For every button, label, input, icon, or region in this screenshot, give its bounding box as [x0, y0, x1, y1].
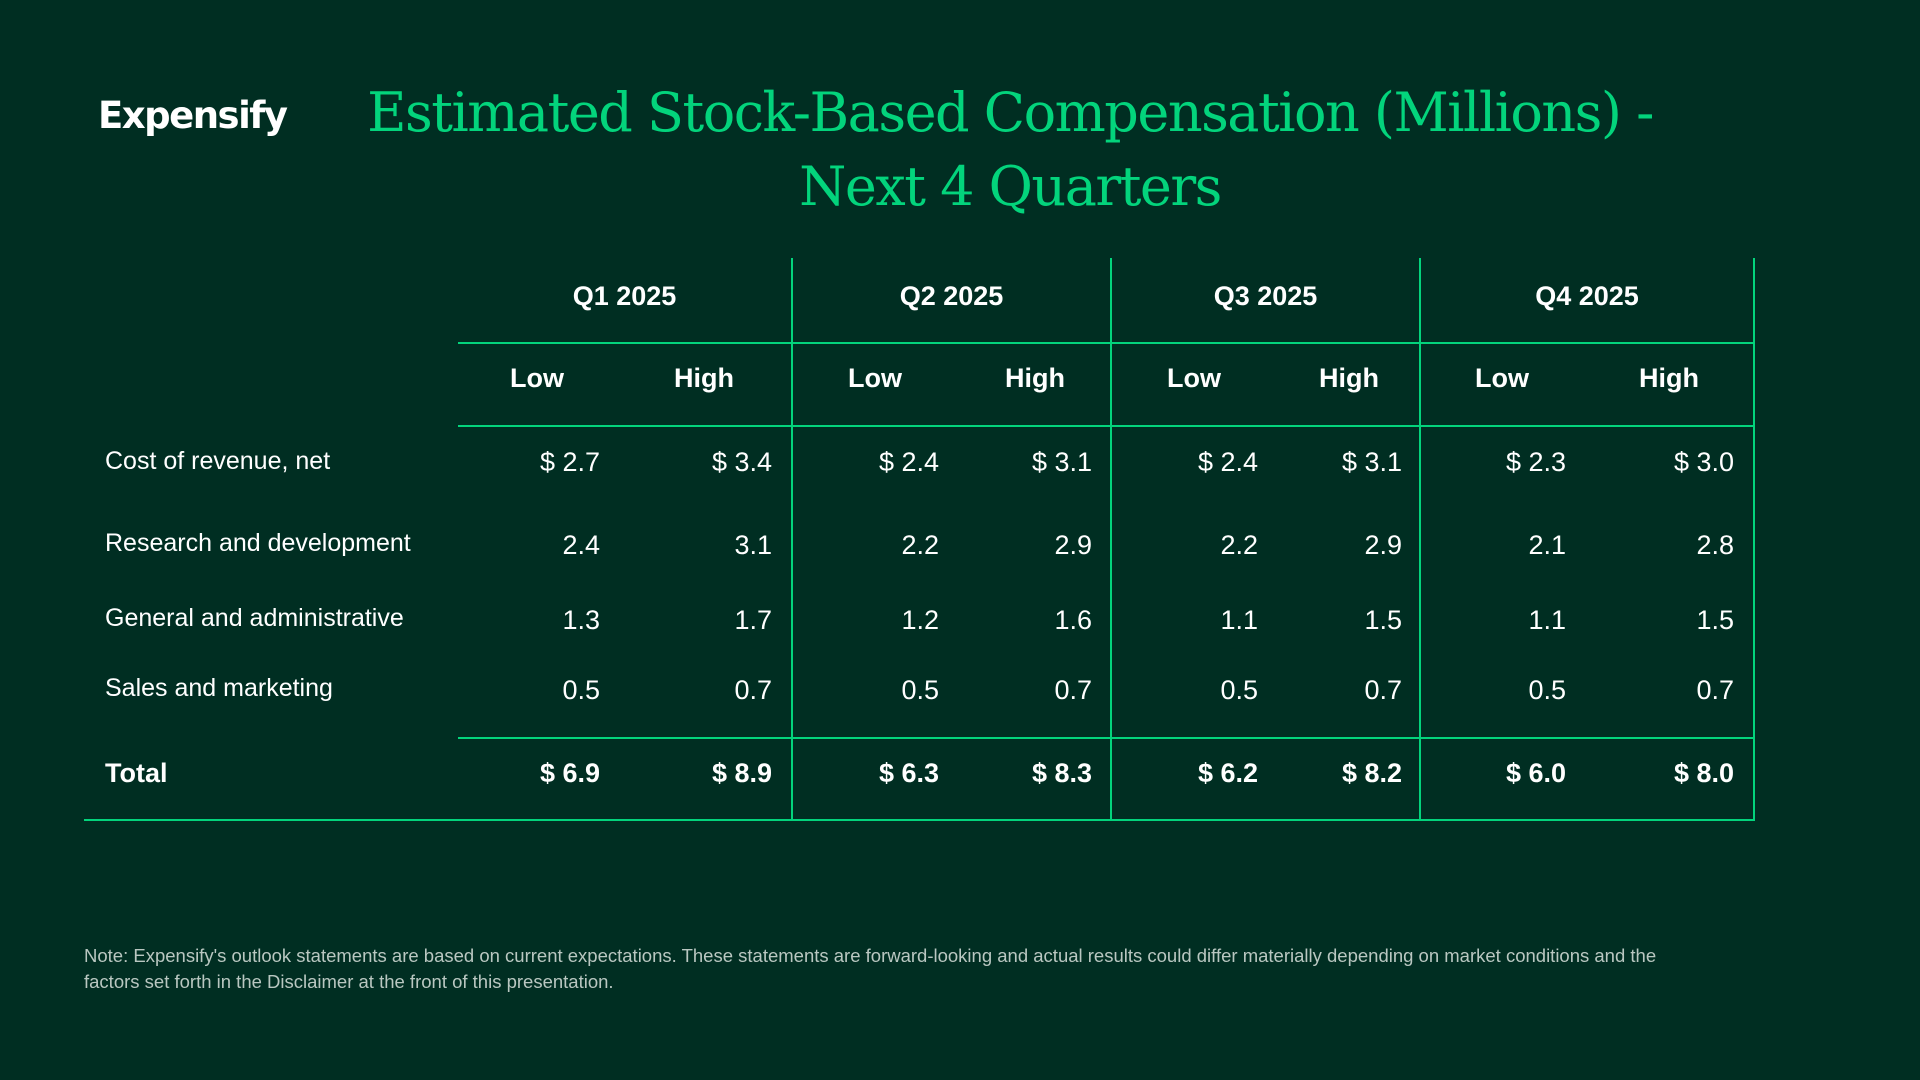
- grid-line-q2-q3: [1110, 258, 1112, 821]
- table-cell: 0.5: [1528, 675, 1566, 705]
- table-cell: 2.9: [1054, 530, 1092, 560]
- subheader-q1-low: Low: [510, 363, 564, 393]
- row-label-sales-and-marketing: Sales and marketing: [105, 674, 333, 702]
- table-cell: 2.2: [901, 530, 939, 560]
- total-cell: $ 6.0: [1505, 758, 1566, 788]
- subheader-q2-low: Low: [848, 363, 902, 393]
- total-cell: $ 6.3: [878, 758, 939, 788]
- page-title: Estimated Stock-Based Compensation (Mill…: [300, 76, 1720, 224]
- quarter-header-q2: Q2 2025: [899, 281, 1004, 311]
- row-label-total: Total: [105, 758, 168, 788]
- table-cell: 1.7: [734, 605, 772, 635]
- table-cell: 0.7: [1054, 675, 1092, 705]
- table-cell: 0.5: [562, 675, 600, 705]
- subheader-q4-high: High: [1639, 363, 1699, 393]
- table-cell: $ 2.3: [1505, 447, 1566, 477]
- total-cell: $ 8.0: [1673, 758, 1734, 788]
- table-cell: 1.5: [1364, 605, 1402, 635]
- subheader-q3-high: High: [1319, 363, 1379, 393]
- row-label-general-and-administrative: General and administrative: [105, 604, 404, 632]
- table-cell: 1.5: [1696, 605, 1734, 635]
- table-cell: 2.2: [1220, 530, 1258, 560]
- subheader-q1-high: High: [674, 363, 734, 393]
- table-cell: $ 2.4: [878, 447, 939, 477]
- quarter-header-q4: Q4 2025: [1535, 281, 1639, 311]
- table-cell: 0.5: [901, 675, 939, 705]
- table-cell: 2.9: [1364, 530, 1402, 560]
- grid-line-table-bottom: [84, 819, 1755, 821]
- grid-line-subheader-top: [458, 342, 1755, 344]
- table-cell: 3.1: [734, 530, 772, 560]
- title-line-2: Next 4 Quarters: [799, 155, 1222, 218]
- table-cell: $ 3.4: [711, 447, 772, 477]
- table-cell: $ 3.1: [1031, 447, 1092, 477]
- quarter-header-q3: Q3 2025: [1213, 281, 1318, 311]
- table-cell: 2.4: [562, 530, 600, 560]
- table-cell: 1.1: [1220, 605, 1258, 635]
- grid-line-q1-q2: [791, 258, 793, 821]
- subheader-q2-high: High: [1005, 363, 1065, 393]
- disclaimer-note: Note: Expensify's outlook statements are…: [84, 945, 1657, 992]
- table-cell: $ 3.0: [1673, 447, 1734, 477]
- table-cell: 0.7: [734, 675, 772, 705]
- quarter-header-q1: Q1 2025: [572, 281, 677, 311]
- total-cell: $ 8.3: [1031, 758, 1092, 788]
- row-label-research-and-development: Research and development: [105, 529, 411, 557]
- total-cell: $ 6.2: [1197, 758, 1258, 788]
- grid-line-subheader-bottom: [458, 425, 1755, 427]
- title-line-1: Estimated Stock-Based Compensation (Mill…: [367, 81, 1654, 144]
- expensify-logo: Expensify: [98, 94, 288, 137]
- table-cell: 2.1: [1528, 530, 1566, 560]
- table-cell: 2.8: [1696, 530, 1734, 560]
- table-cell: $ 2.4: [1197, 447, 1258, 477]
- table-cell: 1.2: [901, 605, 939, 635]
- total-cell: $ 8.9: [711, 758, 772, 788]
- table-cell: 0.7: [1364, 675, 1402, 705]
- subheader-q4-low: Low: [1475, 363, 1529, 393]
- table-cell: 1.3: [562, 605, 600, 635]
- table-cell: $ 2.7: [539, 447, 600, 477]
- total-cell: $ 6.9: [539, 758, 600, 788]
- grid-line-right-edge: [1753, 258, 1755, 821]
- table-cell: 1.1: [1528, 605, 1566, 635]
- subheader-q3-low: Low: [1167, 363, 1221, 393]
- grid-line-q3-q4: [1419, 258, 1421, 821]
- row-label-cost-of-revenue: Cost of revenue, net: [105, 447, 331, 475]
- table-cell: 0.5: [1220, 675, 1258, 705]
- table-cell: $ 3.1: [1341, 447, 1402, 477]
- table-cell: 0.7: [1696, 675, 1734, 705]
- grid-line-total-top: [458, 737, 1755, 739]
- total-cell: $ 8.2: [1341, 758, 1402, 788]
- table-cell: 1.6: [1054, 605, 1092, 635]
